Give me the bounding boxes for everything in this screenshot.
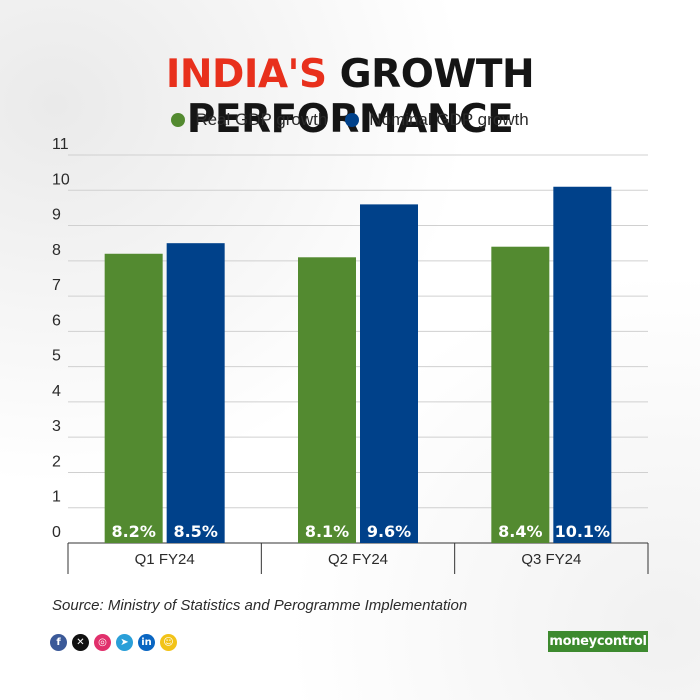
y-tick-label: 10 bbox=[52, 171, 70, 188]
chart-title: INDIA'S GROWTH PERFORMANCE bbox=[0, 52, 700, 142]
y-tick-label: 2 bbox=[52, 453, 61, 470]
telegram-icon[interactable]: ➤ bbox=[116, 634, 133, 651]
data-label: 10.1% bbox=[555, 522, 611, 541]
legend-dot-real bbox=[171, 113, 186, 127]
title-accent: INDIA'S bbox=[165, 52, 327, 97]
x-tick-label: Q1 FY24 bbox=[135, 551, 195, 568]
data-label: 8.5% bbox=[173, 522, 217, 541]
y-tick-label: 3 bbox=[52, 418, 61, 435]
bar bbox=[298, 257, 356, 543]
data-label: 9.6% bbox=[367, 522, 411, 541]
y-tick-label: 11 bbox=[52, 136, 69, 153]
snapchat-icon[interactable]: ☺ bbox=[160, 634, 177, 651]
bar bbox=[360, 204, 418, 543]
y-tick-label: 1 bbox=[52, 489, 61, 506]
bar bbox=[491, 246, 550, 543]
x-icon[interactable]: ✕ bbox=[72, 634, 89, 651]
y-tick-label: 9 bbox=[52, 207, 61, 224]
brand-logo: moneycontrol bbox=[548, 631, 648, 652]
data-label: 8.2% bbox=[111, 522, 155, 541]
y-tick-label: 8 bbox=[52, 242, 61, 259]
title-rest: GROWTH PERFORMANCE bbox=[187, 52, 535, 142]
legend-label-real: Real GDP growth bbox=[195, 110, 328, 129]
x-tick-label: Q2 FY24 bbox=[328, 551, 388, 568]
legend-item-nominal: Nominal GDP growth bbox=[345, 110, 529, 130]
legend: Real GDP growth Nominal GDP growth bbox=[0, 110, 700, 130]
legend-item-real: Real GDP growth bbox=[171, 110, 327, 130]
data-label: 8.1% bbox=[305, 522, 349, 541]
instagram-icon[interactable]: ◎ bbox=[94, 634, 111, 651]
y-tick-label: 7 bbox=[52, 277, 61, 294]
social-icons: f ✕ ◎ ➤ in ☺ bbox=[50, 634, 177, 651]
linkedin-icon[interactable]: in bbox=[138, 634, 155, 651]
bar bbox=[553, 186, 612, 543]
x-tick-label: Q3 FY24 bbox=[521, 551, 581, 568]
facebook-icon[interactable]: f bbox=[50, 634, 67, 651]
y-tick-label: 5 bbox=[52, 348, 61, 365]
data-label: 8.4% bbox=[498, 522, 542, 541]
bar bbox=[104, 253, 163, 543]
y-tick-label: 6 bbox=[52, 312, 61, 329]
y-tick-label: 4 bbox=[52, 383, 61, 400]
legend-dot-nominal bbox=[345, 113, 360, 127]
legend-label-nominal: Nominal GDP growth bbox=[369, 110, 529, 129]
bar bbox=[166, 243, 225, 543]
y-tick-label: 0 bbox=[52, 524, 61, 541]
source-note: Source: Ministry of Statistics and Perog… bbox=[52, 597, 468, 614]
